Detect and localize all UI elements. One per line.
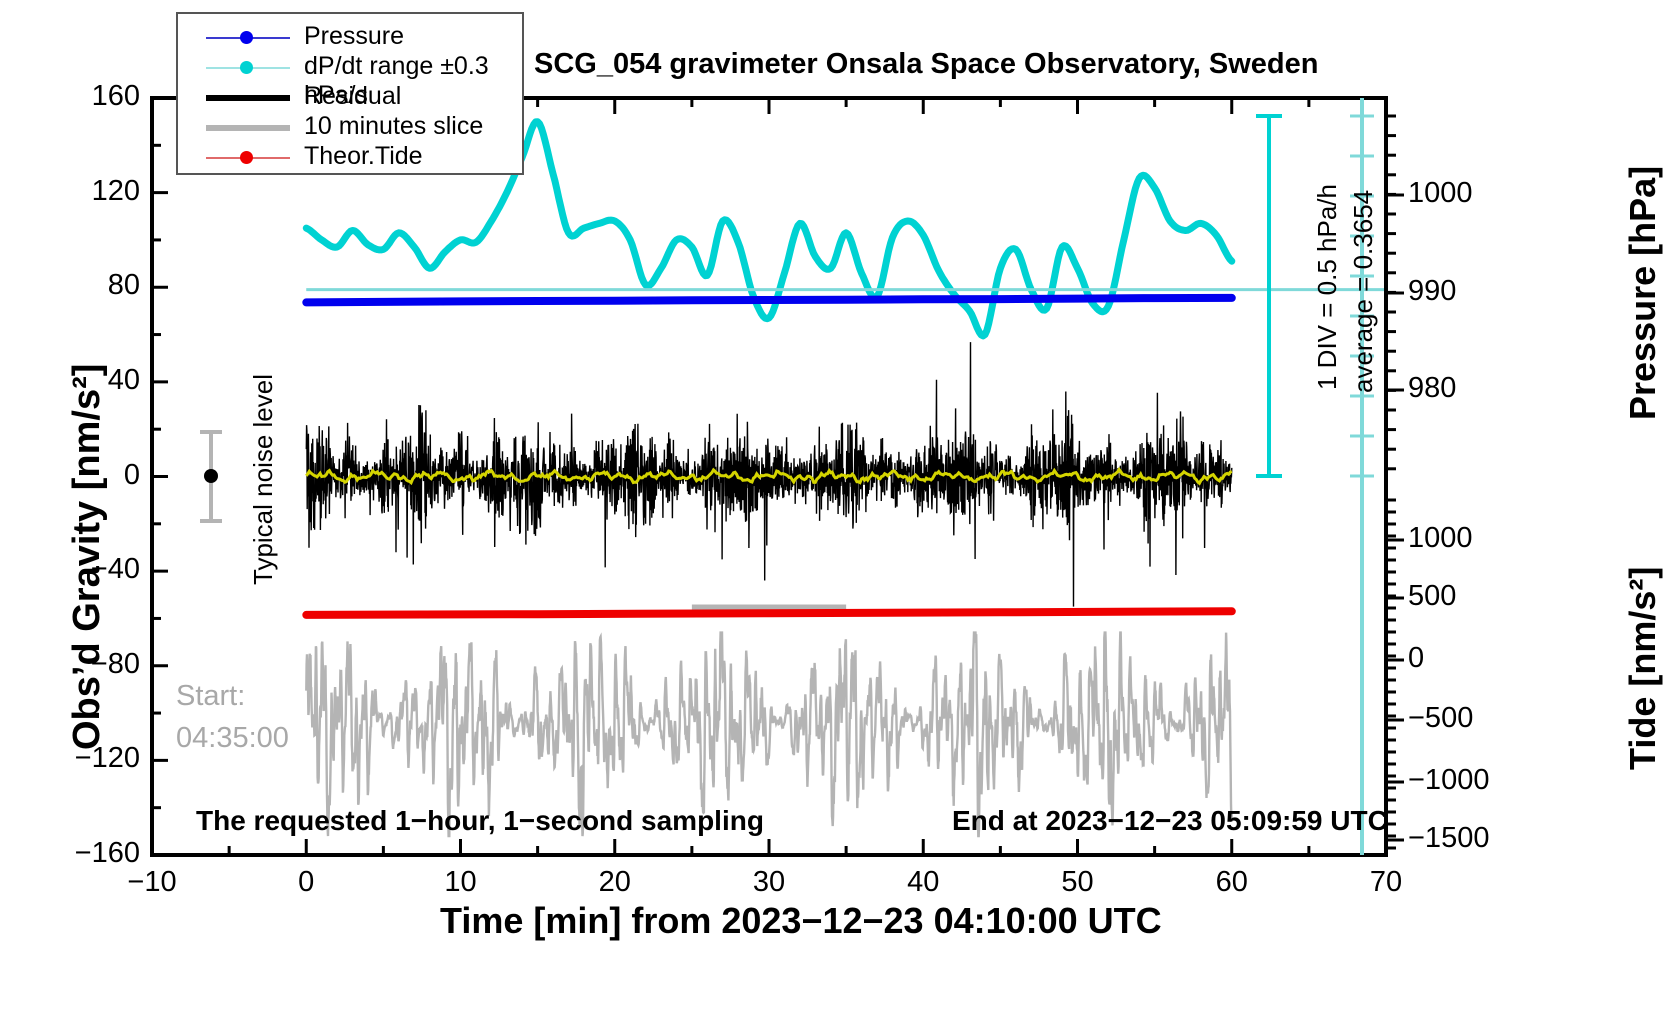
left-labels-0: 160	[91, 80, 140, 112]
right-press-labels-1: 990	[1408, 275, 1457, 307]
bottom-labels-0: −10	[127, 866, 177, 898]
bottom-labels-4: 30	[752, 866, 786, 898]
right-axis-ticks	[1386, 114, 1404, 850]
bottom-labels-3: 20	[598, 866, 631, 898]
scale-div-label: 1 DIV = 0.5 hPa/h	[1312, 184, 1342, 390]
legend: Pressure dP/dt range ±0.3 hPa/s Residual…	[176, 12, 524, 175]
right-tide-labels-1: 500	[1408, 580, 1457, 612]
right-tide-labels-3: −500	[1408, 702, 1474, 734]
series-pressure-line	[302, 293, 1236, 307]
start-label: Start:	[176, 680, 246, 712]
right-tide-labels-2: 0	[1408, 642, 1425, 674]
right-press-labels-2: 980	[1408, 372, 1457, 404]
end-time-note: End at 2023−12−23 05:09:59 UTC	[952, 805, 1388, 836]
right-tide-labels-4: −1000	[1408, 764, 1490, 796]
legend-label-dpdt: dP/dt range ±0.3 hPa/s	[304, 52, 489, 109]
series-smoothed-residual-line	[305, 466, 1233, 486]
scale-average-label: average = 0.3654	[1348, 189, 1378, 393]
legend-swatch-slice	[206, 125, 290, 131]
left-labels-5: −40	[90, 553, 140, 586]
right-tide-labels-5: −1500	[1408, 822, 1490, 854]
bottom-labels-7: 60	[1215, 866, 1248, 898]
bottom-labels-6: 50	[1061, 866, 1094, 898]
right-tide-labels-0: 1000	[1408, 522, 1473, 554]
legend-item-residual[interactable]: Residual	[178, 82, 522, 111]
right-press-labels-0: 1000	[1408, 177, 1473, 209]
bottom-axis-title: Time [min] from 2023−12−23 04:10:00 UTC	[440, 900, 1162, 941]
legend-item-tide[interactable]: Theor.Tide	[178, 142, 522, 171]
legend-item-dpdt[interactable]: dP/dt range ±0.3 hPa/s	[178, 52, 522, 109]
typical-noise-errorbar	[200, 430, 222, 523]
legend-item-pressure[interactable]: Pressure	[178, 22, 522, 51]
legend-marker-pressure	[240, 31, 253, 44]
series-theor-tide-line	[302, 607, 1236, 619]
left-labels-2: 80	[107, 269, 140, 302]
start-time: 04:35:00	[176, 722, 289, 754]
left-labels-8: −160	[74, 837, 140, 869]
right-tide-axis-title: Tide [nm/s²]	[1622, 566, 1663, 770]
legend-marker-dpdt	[240, 61, 253, 74]
legend-item-slice[interactable]: 10 minutes slice	[178, 112, 522, 141]
bottom-labels-8: 70	[1369, 866, 1403, 898]
bottom-labels-2: 10	[444, 866, 477, 898]
left-labels-7: −120	[74, 742, 140, 775]
dpdt-scale-bar	[1256, 114, 1282, 478]
legend-label-tide: Theor.Tide	[304, 142, 423, 170]
series-slice-waveform	[305, 631, 1233, 838]
right-pressure-axis-title: Pressure [hPa]	[1622, 165, 1663, 420]
left-labels-1: 120	[91, 174, 140, 207]
left-labels-6: −80	[90, 647, 140, 680]
typical-noise-level-label: Typical noise level	[248, 374, 278, 585]
series-residual-line	[305, 342, 1233, 607]
left-labels-3: 40	[107, 363, 140, 396]
chart-title: SCG_054 gravimeter Onsala Space Observat…	[534, 48, 1319, 80]
legend-label-slice: 10 minutes slice	[304, 112, 484, 140]
legend-label-residual: Residual	[304, 82, 402, 110]
left-labels-4: 0	[123, 458, 140, 491]
bottom-labels-1: 0	[298, 866, 315, 898]
legend-label-pressure: Pressure	[304, 22, 405, 50]
series-dpdt-line	[302, 118, 1236, 340]
bottom-labels-5: 40	[907, 866, 940, 898]
legend-marker-tide	[240, 151, 253, 164]
legend-swatch-residual	[206, 95, 290, 101]
dpdt-scale-axis-ticks	[1350, 114, 1374, 478]
sampling-note: The requested 1−hour, 1−second sampling	[196, 805, 764, 836]
